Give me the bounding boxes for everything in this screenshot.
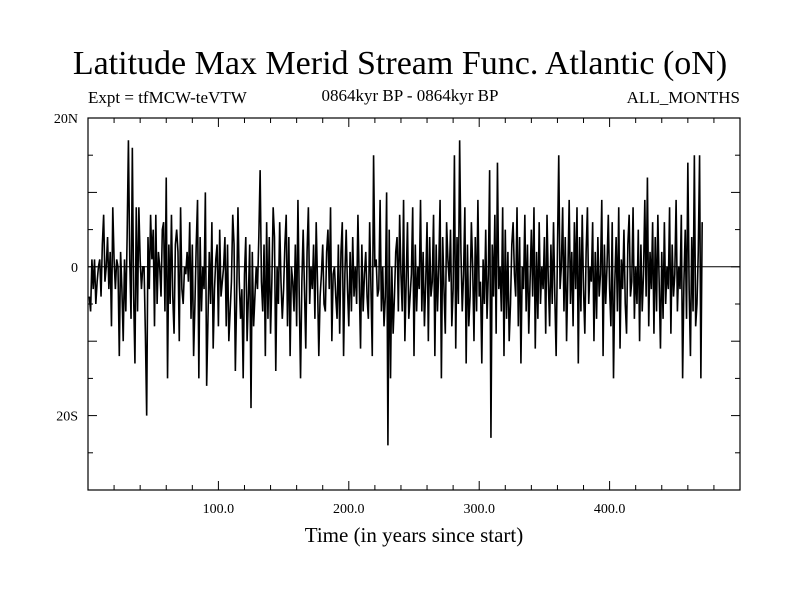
y-tick-label: 0 bbox=[71, 261, 78, 276]
period-label: 0864kyr BP - 0864kyr BP bbox=[321, 86, 499, 105]
x-tick-label: 300.0 bbox=[463, 502, 495, 517]
x-axis-label: Time (in years since start) bbox=[304, 523, 524, 547]
x-tick-label: 200.0 bbox=[333, 502, 365, 517]
y-tick-label: 20N bbox=[54, 112, 78, 127]
x-tick-label: 400.0 bbox=[594, 502, 626, 517]
series-line bbox=[88, 140, 703, 446]
months-label: ALL_MONTHS bbox=[626, 88, 740, 107]
chart-title: Latitude Max Merid Stream Func. Atlantic… bbox=[72, 45, 728, 82]
experiment-label: Expt = tfMCW-teVTW bbox=[88, 88, 247, 107]
x-tick-label: 100.0 bbox=[203, 502, 235, 517]
y-tick-label: 20S bbox=[56, 410, 78, 425]
